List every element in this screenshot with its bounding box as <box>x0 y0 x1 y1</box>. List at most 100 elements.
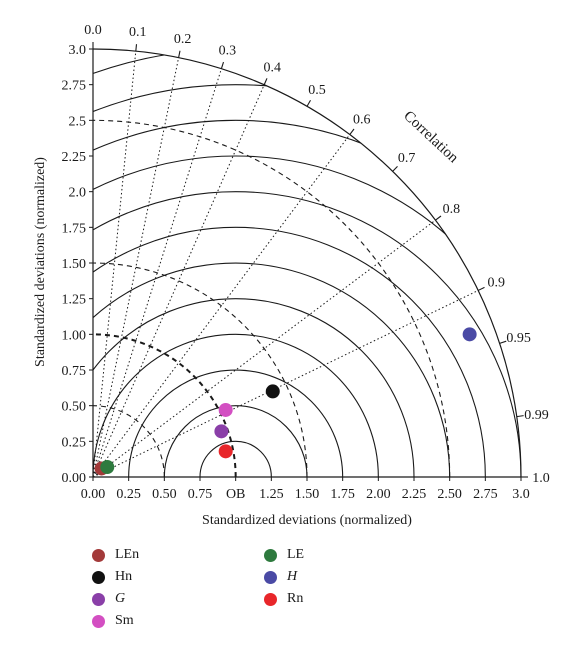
y-tick-label: 0.50 <box>62 400 87 415</box>
y-tick-label: 2.5 <box>69 114 87 129</box>
x-tick-label: 1.50 <box>295 487 320 502</box>
x-tick-label: 0.50 <box>152 487 177 502</box>
y-tick-label: 2.25 <box>62 150 87 165</box>
point-h <box>462 327 477 342</box>
correlation-tick <box>220 61 225 69</box>
y-tick-label: 2.75 <box>62 79 87 94</box>
legend-label: H <box>287 569 298 584</box>
legend-item-len: LEn <box>92 546 139 564</box>
point-rn <box>218 444 233 459</box>
point-sm <box>218 402 233 417</box>
correlation-line <box>92 51 137 478</box>
correlation-tick <box>516 415 524 418</box>
y-tick-label: 0.75 <box>62 364 87 379</box>
outer-arc <box>92 48 522 478</box>
x-axis-label: Standardized deviations (normalized) <box>202 513 412 528</box>
rmsd-contour <box>199 440 272 477</box>
legend-label: G <box>115 591 126 606</box>
rmsd-contour <box>93 334 379 477</box>
legend-label: LE <box>287 547 305 562</box>
x-tick-label: 2.00 <box>366 487 391 502</box>
correlation-line <box>92 84 265 478</box>
x-tick-label: 0.25 <box>116 487 141 502</box>
correlation-tick-label: 0.6 <box>353 113 371 128</box>
tick-labels: 0.0 0.1 0.2 0.3 0.4 0.5 0.6 0.7 0.8 0.9 0.95 0.99 1.… <box>62 23 550 502</box>
correlation-tick-label: 0.3 <box>219 44 237 59</box>
stddev-contour <box>92 262 308 478</box>
legend-label: Rn <box>287 591 304 606</box>
correlation-line <box>92 57 180 478</box>
legend: LEn Hn G Sm LE H Rn <box>92 546 392 656</box>
correlation-line <box>92 68 222 478</box>
correlation-tick <box>135 44 138 52</box>
correlation-tick-label: 0.0 <box>84 23 102 38</box>
x-tick-label: 0.75 <box>188 487 213 502</box>
rmsd-contour <box>93 155 521 477</box>
correlation-tick-label: 0.9 <box>487 276 505 291</box>
legend-swatch <box>264 592 277 606</box>
y-tick-label: 2.0 <box>69 186 87 201</box>
x-tick-label: 0.00 <box>81 487 106 502</box>
correlation-tick-label: 0.8 <box>443 202 461 217</box>
legend-item-g: G <box>92 590 125 608</box>
x-tick-label: 2.75 <box>473 487 498 502</box>
legend-label: Hn <box>115 569 133 584</box>
legend-item-le: LE <box>264 546 304 564</box>
x-tick-label: 2.25 <box>402 487 427 502</box>
rmsd-contour <box>93 298 415 477</box>
y-tick-label: 0.00 <box>62 471 87 486</box>
legend-swatch <box>264 548 277 562</box>
legend-swatch <box>92 592 105 606</box>
correlation-line <box>92 219 436 478</box>
point-le <box>100 460 115 475</box>
correlation-tick <box>477 286 485 291</box>
correlation-tick <box>392 165 398 172</box>
point-hn <box>265 384 280 399</box>
rmsd-contour <box>163 405 308 477</box>
x-tick-label: 2.50 <box>437 487 462 502</box>
legend-swatch <box>92 614 105 628</box>
legend-item-sm: Sm <box>92 612 134 630</box>
x-tick-label: OB <box>226 487 245 502</box>
legend-swatch <box>92 570 105 584</box>
legend-swatch <box>264 570 277 584</box>
y-tick-label: 1.50 <box>62 257 87 272</box>
rmsd-contour <box>93 49 521 477</box>
rmsd-contour <box>93 120 521 477</box>
rmsd-contour <box>128 369 344 477</box>
diagram-grid <box>89 42 528 481</box>
legend-item-rn: Rn <box>264 590 303 608</box>
y-tick-label: 0.25 <box>62 435 87 450</box>
correlation-tick <box>178 50 181 58</box>
taylor-diagram: 0.0 0.1 0.2 0.3 0.4 0.5 0.6 0.7 0.8 0.9 0.95 0.99 1.… <box>33 23 550 528</box>
correlation-tick-label: 0.7 <box>398 151 416 166</box>
rmsd-contours <box>93 49 521 477</box>
correlation-tick <box>349 128 355 135</box>
reference-stddev-contour <box>92 333 237 478</box>
correlation-tick <box>499 340 507 344</box>
legend-swatch <box>92 548 105 562</box>
legend-label: Sm <box>115 613 134 628</box>
correlation-tick-label: 0.1 <box>129 25 147 40</box>
rmsd-contour <box>93 262 451 477</box>
correlation-tick-label: 0.4 <box>263 60 281 75</box>
y-axis-label: Standardized deviations (normalized) <box>33 157 48 367</box>
y-tick-label: 3.0 <box>69 43 87 58</box>
stddev-contour <box>92 119 451 478</box>
y-tick-label: 1.25 <box>62 293 87 308</box>
correlation-tick <box>435 215 442 221</box>
y-tick-label: 1.00 <box>62 328 87 343</box>
legend-label: LEn <box>115 547 140 562</box>
correlation-tick-label: 0.99 <box>524 408 549 423</box>
correlation-line <box>92 134 351 478</box>
stddev-contour <box>92 405 165 478</box>
correlation-tick <box>306 100 311 107</box>
correlation-tick-label: 1.0 <box>532 471 550 486</box>
correlation-tick-label: 0.5 <box>308 83 326 98</box>
rmsd-contour <box>93 84 521 477</box>
data-points <box>94 327 477 476</box>
correlation-tick <box>263 78 268 85</box>
correlation-tick-label: 0.2 <box>174 32 192 47</box>
x-tick-label: 1.75 <box>330 487 355 502</box>
legend-item-hn: Hn <box>92 568 132 586</box>
